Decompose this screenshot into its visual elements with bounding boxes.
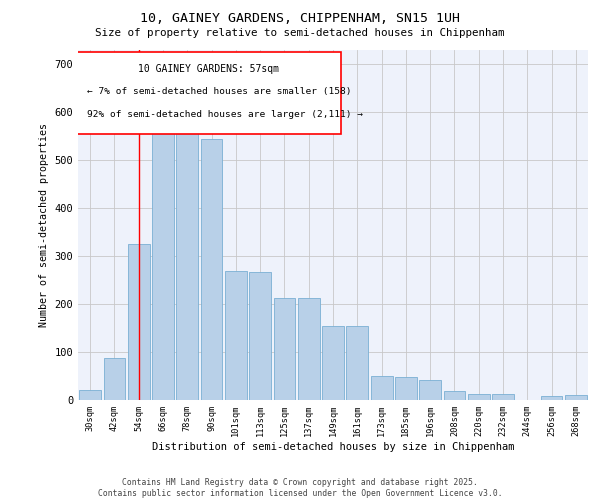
Bar <box>152 126 174 400</box>
Bar <box>79 390 101 400</box>
FancyBboxPatch shape <box>76 52 341 134</box>
Bar <box>492 394 514 400</box>
X-axis label: Distribution of semi-detached houses by size in Chippenham: Distribution of semi-detached houses by … <box>152 442 514 452</box>
Bar <box>176 129 198 400</box>
Bar <box>225 270 247 400</box>
Bar <box>274 298 295 400</box>
Text: 92% of semi-detached houses are larger (2,111) →: 92% of semi-detached houses are larger (… <box>86 110 362 118</box>
Bar <box>443 392 466 400</box>
Bar <box>249 272 271 400</box>
Bar <box>322 326 344 400</box>
Bar <box>541 396 562 400</box>
Y-axis label: Number of semi-detached properties: Number of semi-detached properties <box>39 123 49 327</box>
Bar <box>565 395 587 400</box>
Bar <box>128 244 149 400</box>
Bar <box>346 326 368 400</box>
Text: Contains HM Land Registry data © Crown copyright and database right 2025.
Contai: Contains HM Land Registry data © Crown c… <box>98 478 502 498</box>
Text: Size of property relative to semi-detached houses in Chippenham: Size of property relative to semi-detach… <box>95 28 505 38</box>
Bar <box>298 298 320 400</box>
Bar <box>419 380 441 400</box>
Bar <box>371 376 392 400</box>
Bar <box>468 394 490 400</box>
Text: ← 7% of semi-detached houses are smaller (158): ← 7% of semi-detached houses are smaller… <box>86 87 351 96</box>
Bar <box>395 377 417 400</box>
Bar <box>200 138 223 400</box>
Bar <box>104 358 125 400</box>
Text: 10, GAINEY GARDENS, CHIPPENHAM, SN15 1UH: 10, GAINEY GARDENS, CHIPPENHAM, SN15 1UH <box>140 12 460 26</box>
Text: 10 GAINEY GARDENS: 57sqm: 10 GAINEY GARDENS: 57sqm <box>137 64 278 74</box>
